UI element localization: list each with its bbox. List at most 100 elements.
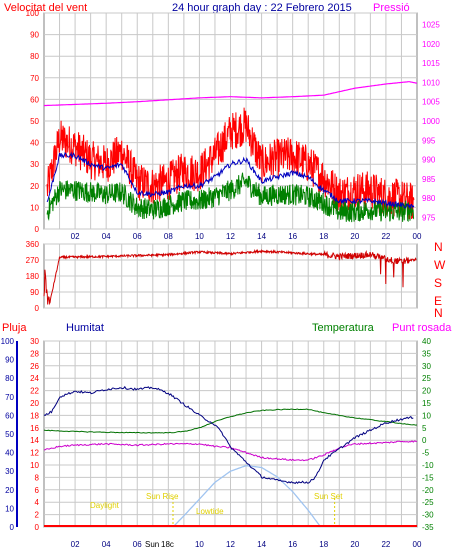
y-tick-label: 360 — [26, 240, 40, 249]
compass-e: E — [434, 294, 442, 308]
x-tick-label: 04 — [102, 232, 111, 241]
compass-w: W — [434, 258, 446, 272]
y-right-tick-label: 1020 — [422, 40, 440, 49]
y-tick-label: 270 — [26, 256, 40, 265]
temperature-label: Temperatura — [312, 322, 375, 334]
y-rain-tick-label: 0 — [10, 523, 15, 532]
y-hum-tick-label: 28 — [30, 349, 39, 358]
humidity-temperature-panel: -35-30-25-20-15-10-505101520253035400102… — [1, 337, 434, 549]
wind-low-line — [46, 172, 415, 223]
y-hum-tick-label: 18 — [30, 411, 39, 420]
x-tick-label: 22 — [381, 540, 390, 549]
x-tick-label: 12 — [226, 232, 235, 241]
y-right-tick-label: 990 — [422, 156, 436, 165]
y-temp-tick-label: 10 — [422, 411, 431, 420]
y-left-tick-label: 0 — [35, 225, 40, 234]
y-left-tick-label: 50 — [30, 117, 39, 126]
y-temp-tick-label: 25 — [422, 374, 431, 383]
y-left-tick-label: 60 — [30, 95, 39, 104]
x-tick-label: 18 — [319, 232, 328, 241]
y-hum-tick-label: 26 — [30, 362, 39, 371]
y-rain-tick-label: 40 — [5, 449, 14, 458]
wind-pressure-panel: 0102030405060708090100975980985990995100… — [26, 9, 441, 241]
y-rain-tick-label: 60 — [5, 411, 14, 420]
y-temp-tick-label: -10 — [422, 461, 434, 470]
y-hum-tick-label: 10 — [30, 461, 39, 470]
y-temp-tick-label: 30 — [422, 362, 431, 371]
x-tick-label: 12 — [226, 540, 235, 549]
y-tick-label: 180 — [26, 272, 40, 281]
y-rain-tick-label: 100 — [1, 337, 15, 346]
rain-label: Pluja — [2, 322, 27, 334]
y-temp-tick-label: -20 — [422, 486, 434, 495]
lowtide-label: Lowtide — [196, 507, 224, 516]
y-left-tick-label: 30 — [30, 160, 39, 169]
y-temp-tick-label: 40 — [422, 337, 431, 346]
y-temp-tick-label: -30 — [422, 511, 434, 520]
y-rain-tick-label: 20 — [5, 486, 14, 495]
y-rain-tick-label: 10 — [5, 504, 14, 513]
y-hum-tick-label: 6 — [35, 486, 40, 495]
y-temp-tick-label: 20 — [422, 387, 431, 396]
pressure-label: Pressió — [373, 2, 410, 14]
y-temp-tick-label: 0 — [422, 436, 427, 445]
x-tick-label: 20 — [350, 540, 359, 549]
y-temp-tick-label: -5 — [422, 449, 430, 458]
x-tick-label: 18 — [319, 540, 328, 549]
graph-title: 24 hour graph day : 22 Febrero 2015 — [172, 2, 352, 14]
y-hum-tick-label: 12 — [30, 449, 39, 458]
humidity-label: Humitat — [66, 322, 104, 334]
y-hum-tick-label: 0 — [35, 523, 40, 532]
y-left-tick-label: 40 — [30, 139, 39, 148]
compass-n-top: N — [434, 240, 443, 254]
daylight-label: Daylight — [90, 501, 120, 510]
y-hum-tick-label: 4 — [35, 498, 40, 507]
wind-direction-panel: 0 90 180 270 360 — [26, 240, 418, 313]
y-hum-tick-label: 16 — [30, 424, 39, 433]
solar-curve — [172, 464, 322, 528]
y-left-tick-label: 90 — [30, 31, 39, 40]
x-tick-label: 22 — [381, 232, 390, 241]
x-tick-label: 00 — [413, 232, 422, 241]
y-left-tick-label: 100 — [26, 9, 40, 18]
compass-s: S — [434, 276, 442, 290]
y-temp-tick-label: 35 — [422, 349, 431, 358]
x-tick-label: 02 — [71, 540, 80, 549]
x-tick-label: 00 — [413, 540, 422, 549]
y-hum-tick-label: 8 — [35, 473, 40, 482]
y-right-tick-label: 1005 — [422, 98, 440, 107]
y-hum-tick-label: 30 — [30, 337, 39, 346]
y-right-tick-label: 995 — [422, 136, 436, 145]
x-tick-label: 08 — [164, 232, 173, 241]
compass-n-bottom: N — [434, 306, 443, 320]
wind-direction-line — [43, 248, 417, 306]
x-tick-label: 04 — [102, 540, 111, 549]
x-tick-label: 10 — [195, 232, 204, 241]
y-rain-tick-label: 70 — [5, 393, 14, 402]
pressure-line — [43, 81, 418, 107]
y-tick-label: 0 — [35, 304, 40, 313]
sun-time-label: 18c — [161, 540, 174, 549]
temperature-line — [43, 408, 418, 434]
y-temp-tick-label: 5 — [422, 424, 427, 433]
y-rain-tick-label: 50 — [5, 430, 14, 439]
y-hum-tick-label: 2 — [35, 511, 40, 520]
y-hum-tick-label: 20 — [30, 399, 39, 408]
y-rain-tick-label: 80 — [5, 374, 14, 383]
y-right-tick-label: 1025 — [422, 21, 440, 30]
x-tick-label: 10 — [195, 540, 204, 549]
y-temp-tick-label: -25 — [422, 498, 434, 507]
y-temp-tick-label: -35 — [422, 523, 434, 532]
y-right-tick-label: 985 — [422, 175, 436, 184]
x-tick-label: 14 — [257, 232, 266, 241]
sunrise-label: Sun Rise — [146, 492, 179, 501]
x-tick-label: 20 — [350, 232, 359, 241]
x-tick-label: 06 — [133, 540, 142, 549]
y-right-tick-label: 975 — [422, 213, 436, 222]
y-right-tick-label: 1000 — [422, 117, 440, 126]
x-tick-label: 14 — [257, 540, 266, 549]
y-hum-tick-label: 24 — [30, 374, 39, 383]
y-left-tick-label: 80 — [30, 52, 39, 61]
sunset-label: Sun Set — [314, 492, 343, 501]
